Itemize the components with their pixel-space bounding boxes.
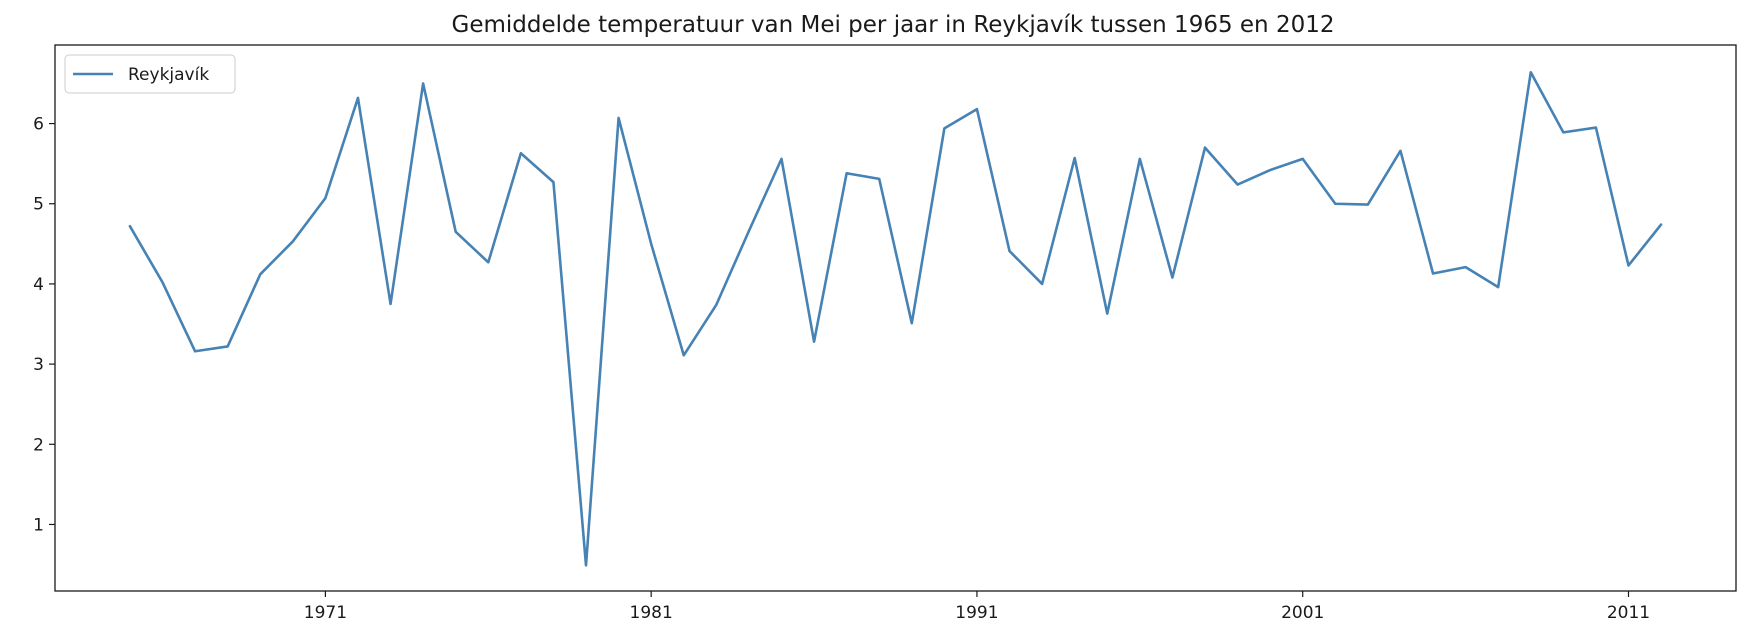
- data-point: [650, 243, 652, 245]
- data-point: [161, 281, 163, 283]
- data-point: [1041, 283, 1043, 285]
- y-tick-label: 6: [33, 115, 44, 135]
- data-point: [487, 261, 489, 263]
- y-tick-label: 3: [33, 355, 44, 375]
- x-tick-label: 2011: [1607, 603, 1650, 623]
- legend-label: Reykjavík: [128, 65, 209, 85]
- x-tick-label: 1981: [630, 603, 673, 623]
- data-point: [1432, 272, 1434, 274]
- data-point: [976, 108, 978, 110]
- data-point: [1302, 158, 1304, 160]
- data-point: [1171, 276, 1173, 278]
- y-tick-label: 5: [33, 195, 44, 215]
- data-point: [1008, 250, 1010, 252]
- data-point: [226, 345, 228, 347]
- x-axis: 1971 1981 1991 2001 2011: [304, 591, 1650, 623]
- x-tick-label: 1971: [304, 603, 347, 623]
- data-point: [1334, 203, 1336, 205]
- data-point: [943, 127, 945, 129]
- data-point: [1660, 223, 1662, 225]
- data-point: [1073, 157, 1075, 159]
- y-tick-label: 1: [33, 515, 44, 535]
- data-point: [1269, 169, 1271, 171]
- data-point: [748, 230, 750, 232]
- data-point: [1530, 71, 1532, 73]
- data-point: [1236, 183, 1238, 185]
- legend-box: [64, 54, 236, 94]
- data-point: [617, 117, 619, 119]
- data-point: [1497, 286, 1499, 288]
- data-point: [129, 225, 131, 227]
- data-point: [878, 178, 880, 180]
- data-point: [780, 158, 782, 160]
- legend: Reykjavík: [64, 54, 236, 94]
- x-tick-label: 1991: [955, 603, 998, 623]
- data-point: [194, 350, 196, 352]
- data-point: [422, 82, 424, 84]
- chart-title: Gemiddelde temperatuur van Mei per jaar …: [452, 12, 1335, 38]
- plot-area: [54, 44, 1737, 592]
- data-point: [1627, 264, 1629, 266]
- data-point: [683, 354, 685, 356]
- series-line-0: [128, 70, 1663, 567]
- data-point: [357, 97, 359, 99]
- data-point: [259, 273, 261, 275]
- data-point: [292, 240, 294, 242]
- data-point: [552, 181, 554, 183]
- data-point: [1106, 312, 1108, 314]
- series-layer: [128, 70, 1663, 567]
- data-point: [1204, 146, 1206, 148]
- y-axis: 1 2 3 4 5 6: [33, 115, 55, 535]
- data-point: [1562, 131, 1564, 133]
- y-tick-label: 4: [33, 275, 44, 295]
- data-point: [1139, 158, 1141, 160]
- data-point: [520, 152, 522, 154]
- data-point: [1464, 266, 1466, 268]
- data-point: [1399, 150, 1401, 152]
- data-point: [813, 340, 815, 342]
- y-tick-label: 2: [33, 435, 44, 455]
- data-point: [585, 564, 587, 566]
- data-point: [715, 304, 717, 306]
- data-point: [1367, 203, 1369, 205]
- data-point: [455, 231, 457, 233]
- data-point: [911, 322, 913, 324]
- data-point: [845, 172, 847, 174]
- data-point: [1595, 126, 1597, 128]
- data-point: [389, 303, 391, 305]
- data-point: [324, 197, 326, 199]
- x-tick-label: 2001: [1281, 603, 1324, 623]
